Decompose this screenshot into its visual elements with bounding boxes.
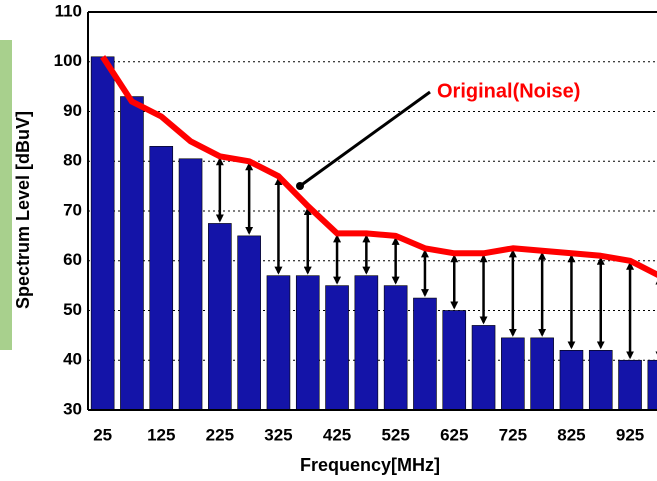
bar xyxy=(383,285,408,411)
line-series xyxy=(100,55,657,278)
bar xyxy=(413,297,437,411)
x-tick-label: 925 xyxy=(616,425,644,444)
bar xyxy=(237,235,261,411)
y-tick-label: 60 xyxy=(63,250,82,269)
x-tick-label: 125 xyxy=(147,425,175,444)
x-tick-label: 825 xyxy=(557,425,585,444)
bar xyxy=(325,285,349,411)
y-tick-label: 110 xyxy=(55,1,82,20)
bar xyxy=(559,349,584,411)
x-tick-label: 25 xyxy=(93,425,112,444)
y-tick-label: 80 xyxy=(63,151,82,170)
x-tick-label: 325 xyxy=(264,425,292,444)
bar xyxy=(354,275,379,411)
bar xyxy=(647,359,657,411)
bar xyxy=(501,337,525,411)
y-tick-label: 30 xyxy=(63,399,82,418)
bar xyxy=(442,310,467,411)
bar xyxy=(90,56,115,411)
y-tick-label: 90 xyxy=(63,101,82,120)
bar xyxy=(120,96,144,411)
bar xyxy=(530,337,554,411)
bar xyxy=(471,325,496,411)
x-axis-title: Frequency[MHz] xyxy=(300,455,440,475)
annotation-dot xyxy=(296,182,304,190)
bar xyxy=(588,349,613,411)
series-label: Original(Noise) xyxy=(437,80,580,102)
x-tick-label: 425 xyxy=(323,425,351,444)
x-tick-label: 225 xyxy=(206,425,234,444)
x-tick-label: 625 xyxy=(440,425,468,444)
annotation-bg xyxy=(432,76,657,106)
x-tick-label: 525 xyxy=(381,425,409,444)
annotation-pointer xyxy=(299,90,431,188)
y-tick-label: 100 xyxy=(54,51,82,70)
bar xyxy=(149,146,174,411)
bar xyxy=(208,223,232,411)
bar xyxy=(266,275,291,411)
y-tick-label: 50 xyxy=(63,300,82,319)
y-tick-label: 40 xyxy=(63,350,82,369)
bar xyxy=(178,158,203,411)
x-tick-label: 725 xyxy=(499,425,527,444)
bar xyxy=(618,359,642,411)
y-axis-title: Spectrum Level [dBuV] xyxy=(13,111,33,309)
side-strip xyxy=(0,40,12,350)
bar xyxy=(295,275,320,411)
y-tick-label: 70 xyxy=(63,200,82,219)
